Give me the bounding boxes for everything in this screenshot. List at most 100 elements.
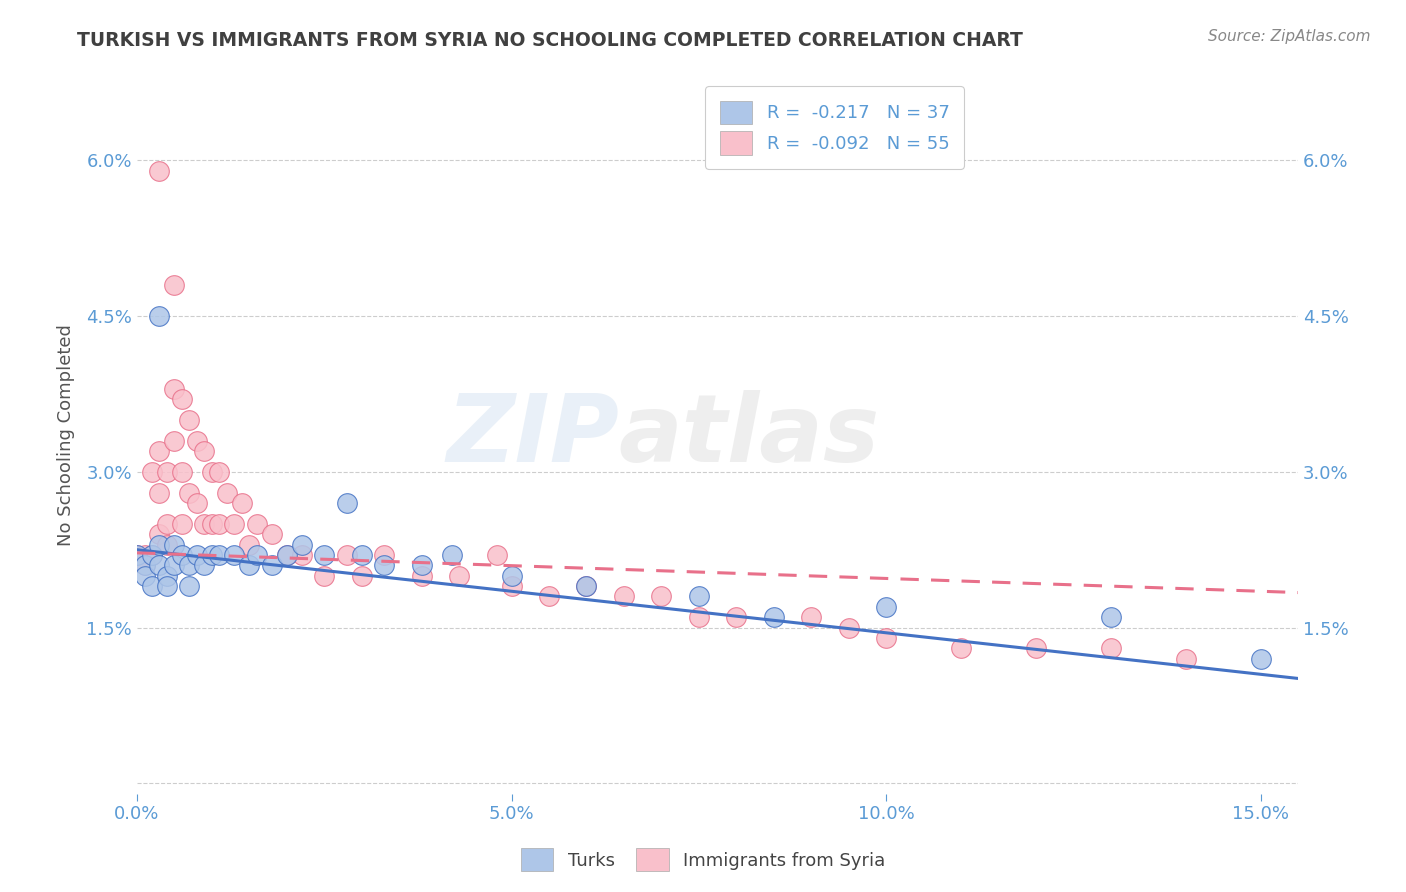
Y-axis label: No Schooling Completed: No Schooling Completed [58, 325, 75, 547]
Point [148, 527, 170, 541]
Point [1025, 641, 1047, 656]
Point [575, 579, 598, 593]
Point [688, 590, 710, 604]
Point [141, 579, 163, 593]
Point [170, 516, 193, 531]
Point [141, 548, 163, 562]
Point [950, 641, 973, 656]
Point [134, 558, 156, 573]
Point [186, 548, 208, 562]
Point [125, 548, 148, 562]
Point [163, 278, 186, 293]
Point [291, 548, 314, 562]
Point [134, 548, 156, 562]
Point [141, 548, 163, 562]
Point [1174, 651, 1197, 665]
Point [201, 548, 224, 562]
Text: atlas: atlas [619, 390, 880, 482]
Point [449, 568, 471, 582]
Point [201, 465, 224, 479]
Point [208, 516, 231, 531]
Legend: R =  -0.217   N = 37, R =  -0.092   N = 55: R = -0.217 N = 37, R = -0.092 N = 55 [706, 87, 965, 169]
Point [163, 558, 186, 573]
Point [163, 537, 186, 551]
Point [276, 548, 298, 562]
Point [193, 444, 215, 458]
Point [170, 465, 193, 479]
Point [125, 548, 148, 562]
Point [501, 568, 523, 582]
Point [163, 434, 186, 448]
Point [291, 537, 314, 551]
Point [238, 558, 260, 573]
Point [1099, 641, 1122, 656]
Point [148, 309, 170, 323]
Point [170, 548, 193, 562]
Point [179, 579, 201, 593]
Point [156, 568, 179, 582]
Point [179, 413, 201, 427]
Point [179, 485, 201, 500]
Point [336, 548, 359, 562]
Point [186, 496, 208, 510]
Point [800, 610, 823, 624]
Point [208, 548, 231, 562]
Point [215, 485, 238, 500]
Point [224, 516, 246, 531]
Point [246, 548, 269, 562]
Point [238, 537, 260, 551]
Point [373, 558, 395, 573]
Point [260, 558, 283, 573]
Point [1099, 610, 1122, 624]
Point [762, 610, 785, 624]
Point [373, 548, 395, 562]
Point [501, 579, 523, 593]
Point [688, 610, 710, 624]
Point [193, 516, 215, 531]
Point [156, 516, 179, 531]
Point [613, 590, 636, 604]
Point [134, 568, 156, 582]
Point [411, 558, 433, 573]
Point [156, 579, 179, 593]
Point [148, 485, 170, 500]
Point [148, 558, 170, 573]
Point [875, 631, 897, 645]
Point [440, 548, 463, 562]
Point [485, 548, 508, 562]
Text: ZIP: ZIP [446, 390, 619, 482]
Point [179, 558, 201, 573]
Point [314, 548, 336, 562]
Point [838, 621, 860, 635]
Point [537, 590, 560, 604]
Point [141, 465, 163, 479]
Point [193, 558, 215, 573]
Point [350, 568, 373, 582]
Point [276, 548, 298, 562]
Point [156, 537, 179, 551]
Point [224, 548, 246, 562]
Point [725, 610, 748, 624]
Point [201, 516, 224, 531]
Text: Source: ZipAtlas.com: Source: ZipAtlas.com [1208, 29, 1371, 44]
Point [575, 579, 598, 593]
Point [163, 382, 186, 396]
Point [156, 465, 179, 479]
Legend: Turks, Immigrants from Syria: Turks, Immigrants from Syria [513, 841, 893, 879]
Text: TURKISH VS IMMIGRANTS FROM SYRIA NO SCHOOLING COMPLETED CORRELATION CHART: TURKISH VS IMMIGRANTS FROM SYRIA NO SCHO… [77, 31, 1024, 50]
Point [336, 496, 359, 510]
Point [411, 568, 433, 582]
Point [170, 392, 193, 407]
Point [134, 558, 156, 573]
Point [246, 516, 269, 531]
Point [148, 444, 170, 458]
Point [260, 527, 283, 541]
Point [148, 164, 170, 178]
Point [231, 496, 253, 510]
Point [208, 465, 231, 479]
Point [314, 568, 336, 582]
Point [1250, 651, 1272, 665]
Point [875, 599, 897, 614]
Point [148, 537, 170, 551]
Point [650, 590, 672, 604]
